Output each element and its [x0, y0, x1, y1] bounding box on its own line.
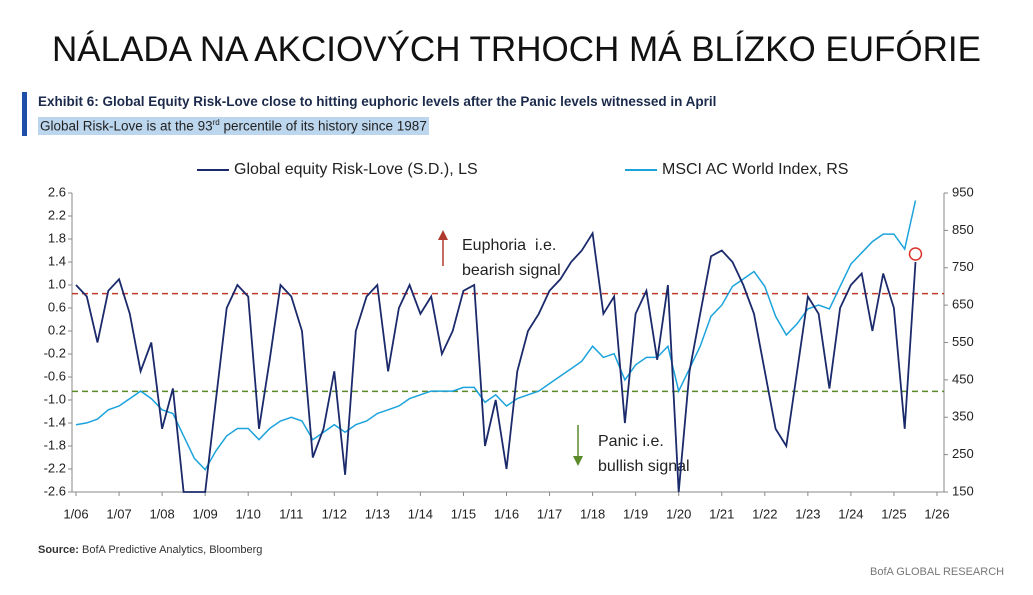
y-tick-label: -1.0 — [44, 391, 66, 406]
x-tick-label: 1/26 — [924, 506, 949, 521]
x-tick-label: 1/24 — [838, 506, 863, 521]
source: Source: BofA Predictive Analytics, Bloom… — [38, 544, 262, 556]
x-tick-label: 1/10 — [236, 506, 261, 521]
legend-label: Global equity Risk-Love (S.D.), LS — [234, 161, 478, 178]
source-label: Source: — [38, 544, 79, 556]
annotation: Euphoria i.e. — [462, 237, 556, 254]
source-text: BofA Predictive Analytics, Bloomberg — [82, 544, 263, 556]
y-tick-label: 2.2 — [48, 207, 66, 222]
x-tick-label: 1/14 — [408, 506, 433, 521]
annotation: bearish signal — [462, 262, 561, 279]
series-line — [75, 200, 917, 471]
x-tick-label: 1/16 — [494, 506, 519, 521]
y-tick-label: 1.8 — [48, 230, 66, 245]
subtitle-text: Global Risk-Love is at the 93 — [40, 118, 213, 134]
footer: BofA GLOBAL RESEARCH — [870, 566, 1005, 578]
y-tick-label: -0.6 — [44, 368, 66, 383]
x-tick-label: 1/17 — [537, 506, 562, 521]
x-tick-label: 1/25 — [881, 506, 906, 521]
y-tick-label: 1.0 — [48, 276, 66, 291]
x-tick-label: 1/20 — [666, 506, 691, 521]
x-tick-label: 1/11 — [279, 506, 303, 521]
y-tick-label: -1.8 — [44, 437, 66, 452]
annotation: Panic i.e. — [598, 433, 664, 450]
highlight-marker — [908, 247, 923, 261]
x-tick-label: 1/19 — [623, 506, 648, 521]
y2-tick-label: 150 — [952, 483, 974, 498]
x-tick-label: 1/22 — [752, 506, 777, 521]
legend-label: MSCI AC World Index, RS — [662, 161, 848, 178]
x-tick-label: 1/07 — [106, 506, 131, 521]
y2-tick-label: 950 — [952, 184, 974, 199]
x-tick-label: 1/08 — [149, 506, 174, 521]
subtitle-rest: percentile of its history since 1987 — [219, 118, 427, 134]
arrow-head — [438, 230, 448, 240]
y-tick-label: -2.6 — [44, 483, 66, 498]
y2-tick-label: 650 — [952, 297, 974, 312]
exhibit-title: Exhibit 6: Global Equity Risk-Love close… — [38, 94, 717, 109]
x-tick-label: 1/13 — [365, 506, 390, 521]
y-tick-label: 2.6 — [48, 184, 66, 199]
page-title: NÁLADA NA AKCIOVÝCH TRHOCH MÁ BLÍZKO EUF… — [51, 30, 981, 69]
x-tick-label: 1/23 — [795, 506, 820, 521]
chart: 2.6 2.2 1.8 1.4 1.0 0.6 0.2 -0.2 -0.6 -1.0 -1.4 -1.… — [44, 161, 974, 521]
x-tick-label: 1/09 — [192, 506, 217, 521]
x-tick-label: 1/21 — [709, 506, 734, 521]
x-tick-label: 1/15 — [451, 506, 476, 521]
x-tick-label: 1/12 — [322, 506, 347, 521]
y-tick-label: 1.4 — [48, 253, 66, 268]
arrow-head — [573, 456, 583, 466]
y2-tick-label: 750 — [952, 259, 974, 274]
y2-tick-label: 250 — [952, 446, 974, 461]
y-tick-label: -0.2 — [44, 345, 66, 360]
y2-tick-label: 850 — [952, 222, 974, 237]
subtitle-sup: rd — [212, 118, 220, 127]
y-tick-label: -2.2 — [44, 460, 66, 475]
y-tick-label: 0.2 — [48, 322, 66, 337]
x-tick-label: 1/06 — [63, 506, 88, 521]
y-tick-label: -1.4 — [44, 414, 66, 429]
subtitle: Global Risk-Love is at the 93rd percenti… — [38, 117, 429, 135]
accent-bar — [22, 92, 27, 136]
y-tick-label: 0.6 — [48, 299, 66, 314]
y2-tick-label: 550 — [952, 334, 974, 349]
y2-tick-label: 350 — [952, 409, 974, 424]
x-tick-label: 1/18 — [580, 506, 605, 521]
series-line — [75, 230, 917, 493]
y2-tick-label: 450 — [952, 371, 974, 386]
annotation: bullish signal — [598, 458, 690, 475]
